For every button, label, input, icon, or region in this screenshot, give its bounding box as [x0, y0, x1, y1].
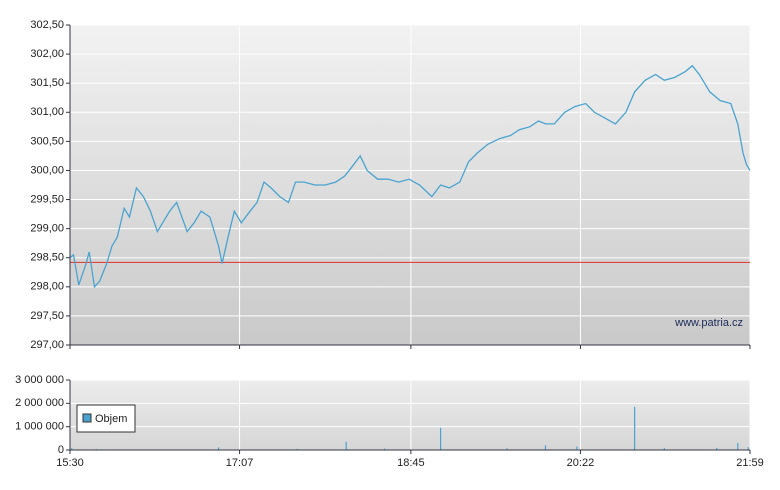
legend-swatch: [82, 413, 92, 423]
y-tick-label: 300,00: [30, 164, 64, 176]
y-tick-label: 3 000 000: [15, 374, 64, 386]
y-tick-label: 299,50: [30, 193, 64, 205]
y-tick-label: 297,50: [30, 310, 64, 322]
y-tick-label: 299,00: [30, 223, 64, 235]
watermark: www.patria.cz: [674, 317, 743, 329]
y-tick-label: 300,50: [30, 135, 64, 147]
volume-bar: [737, 443, 739, 450]
y-tick-label: 301,50: [30, 77, 64, 89]
x-tick-label: 15:30: [56, 457, 84, 469]
y-tick-label: 301,00: [30, 106, 64, 118]
x-tick-label: 20:22: [567, 457, 595, 469]
y-tick-label: 0: [58, 444, 64, 456]
legend-label: Objem: [95, 413, 127, 425]
volume-bar: [506, 448, 508, 450]
x-tick-label: 21:59: [736, 457, 764, 469]
volume-bar: [576, 446, 578, 450]
volume-bar: [384, 448, 386, 450]
price-plot-area: [70, 25, 750, 345]
x-tick-label: 18:45: [397, 457, 425, 469]
volume-bar: [747, 447, 749, 450]
volume-plot-area: [70, 380, 750, 450]
y-tick-label: 302,00: [30, 48, 64, 60]
volume-bar: [634, 406, 636, 450]
volume-bar: [296, 448, 298, 450]
y-tick-label: 297,00: [30, 339, 64, 351]
y-tick-label: 1 000 000: [15, 421, 64, 433]
y-tick-label: 298,00: [30, 281, 64, 293]
volume-bar: [663, 448, 665, 450]
volume-bar: [71, 448, 73, 450]
volume-bar: [716, 447, 718, 450]
volume-bar: [544, 445, 547, 450]
x-tick-label: 17:07: [226, 457, 254, 469]
volume-bar: [217, 447, 220, 450]
y-tick-label: 2 000 000: [15, 397, 64, 409]
price-line: [69, 64, 751, 289]
volume-bar: [439, 427, 442, 450]
volume-bar: [345, 441, 347, 450]
y-tick-label: 302,50: [30, 19, 64, 31]
y-tick-label: 298,50: [30, 252, 64, 264]
